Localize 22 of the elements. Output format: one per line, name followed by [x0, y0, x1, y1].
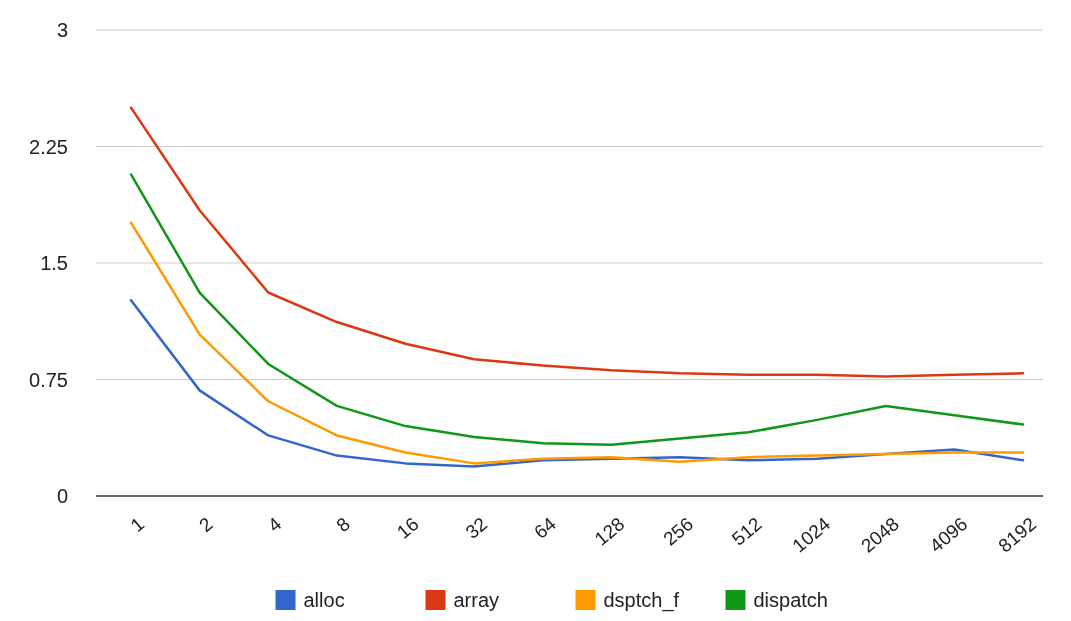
x-tick-label: 512 [727, 513, 766, 550]
line-series [129, 221, 1025, 465]
x-tick-label: 32 [461, 513, 492, 543]
x-tick-label: 1 [126, 513, 149, 537]
y-tick-label: 2.25 [29, 135, 68, 158]
y-tick-label: 3 [56, 19, 68, 41]
x-tick-label: 4 [263, 512, 286, 537]
x-tick-label: 256 [659, 513, 698, 550]
legend-label: dsptch_f [603, 589, 680, 612]
line-series [129, 106, 1025, 378]
legend-label: array [453, 589, 500, 611]
line-series [129, 173, 1025, 446]
legend-label: alloc [303, 589, 345, 611]
legend-label: dispatch [753, 589, 828, 611]
x-tick-label: 128 [590, 513, 629, 550]
x-tick-label: 64 [530, 512, 561, 543]
y-tick-label: 0 [56, 485, 68, 507]
x-tick-label: 8 [332, 513, 354, 537]
x-tick-label: 2 [195, 513, 217, 537]
y-tick-label: 0.75 [29, 368, 68, 391]
y-tick-label: 1.5 [40, 252, 68, 274]
x-tick-label: 16 [392, 513, 423, 543]
